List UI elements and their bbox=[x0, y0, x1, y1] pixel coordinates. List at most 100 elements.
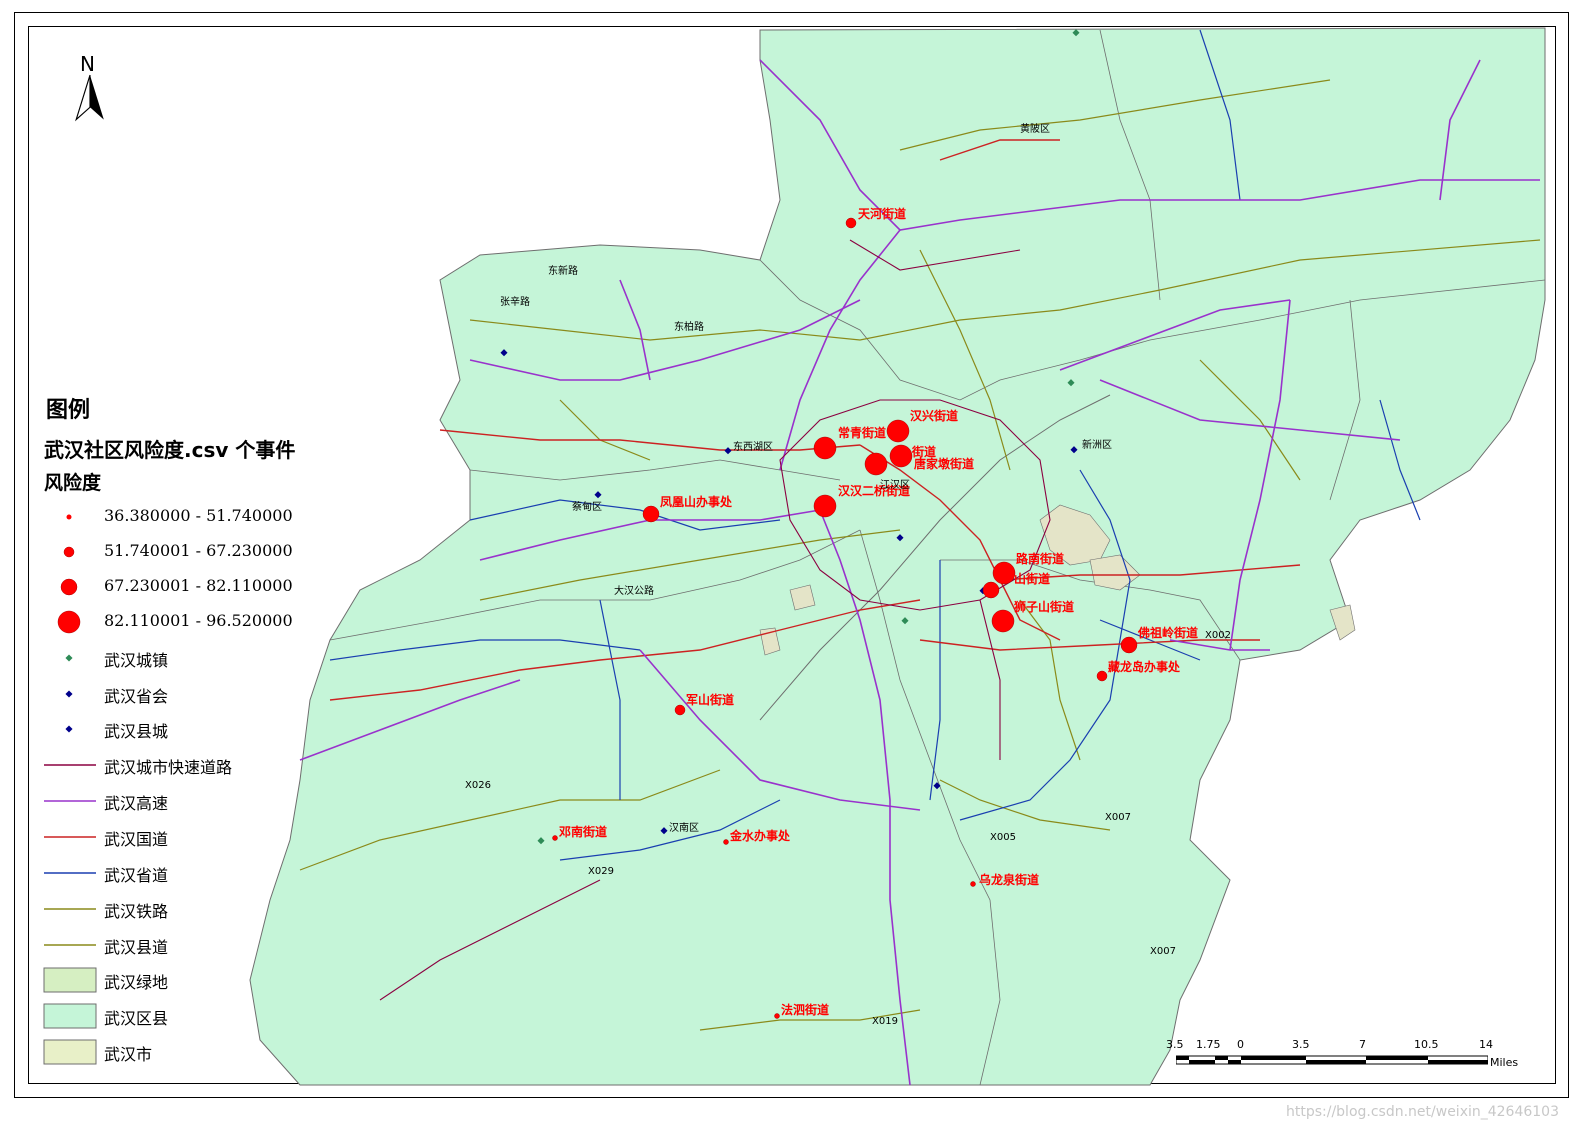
risk-circle-medium-small-icon bbox=[63, 546, 75, 558]
risk-point-changqing bbox=[813, 436, 837, 460]
legend-line-row: 武汉高速 bbox=[40, 786, 340, 816]
legend-line-row: 武汉铁路 bbox=[40, 894, 340, 924]
railways bbox=[299, 79, 1541, 1031]
risk-point-fozuling bbox=[1120, 636, 1138, 654]
expressways bbox=[299, 59, 1540, 1086]
place-label: 邓南街道 bbox=[559, 825, 608, 839]
legend-line-label: 武汉国道 bbox=[104, 830, 169, 849]
lakes bbox=[759, 504, 1356, 656]
scale-tick-label: 3.5 bbox=[1166, 1038, 1184, 1051]
district-area bbox=[249, 27, 1546, 1086]
line-swatch-icon bbox=[44, 836, 96, 838]
legend-class-row: 67.230001 - 82.110000 bbox=[40, 572, 340, 602]
diamond-icon bbox=[65, 690, 73, 698]
watermark: https://blog.csdn.net/weixin_42646103 bbox=[1285, 1104, 1559, 1120]
north-arrow-icon bbox=[75, 74, 104, 122]
line-swatch-icon bbox=[44, 908, 96, 910]
legend-line-row: 武汉城市快速道路 bbox=[40, 750, 340, 780]
road-label: X005 bbox=[990, 832, 1016, 843]
place-label: 街道 bbox=[912, 445, 937, 459]
road-label: X007 bbox=[1105, 812, 1131, 823]
place-label: 常青街道 bbox=[838, 426, 887, 440]
road-label: 江汉区 bbox=[880, 480, 910, 491]
place-label: 山街道 bbox=[1014, 572, 1051, 586]
polygon-swatch-icon bbox=[43, 1003, 97, 1029]
place-label: 藏龙岛办事处 bbox=[1108, 660, 1181, 674]
scale-tick-label: 7 bbox=[1359, 1038, 1366, 1051]
risk-point-jiedao bbox=[889, 444, 913, 468]
road-label: 东西湖区 bbox=[733, 442, 773, 453]
legend-class-row: 36.380000 - 51.740000 bbox=[40, 502, 340, 532]
legend-county-label: 武汉县城 bbox=[104, 722, 169, 741]
road-label: X029 bbox=[588, 866, 614, 877]
scale-tick-label: 0 bbox=[1237, 1038, 1244, 1051]
road-label: 东新路 bbox=[548, 266, 578, 277]
road-label: 大汉公路 bbox=[614, 586, 654, 597]
urban-expressways bbox=[379, 239, 1051, 1001]
place-label: 乌龙泉街道 bbox=[979, 873, 1040, 887]
road-label: X007 bbox=[1150, 946, 1176, 957]
polygon-swatch-icon bbox=[43, 967, 97, 993]
place-label: 唐家墩街道 bbox=[914, 457, 975, 471]
place-label: 法泗街道 bbox=[781, 1003, 830, 1017]
place-label: 狮子山街道 bbox=[1014, 600, 1075, 614]
legend-line-row: 武汉县道 bbox=[40, 930, 340, 960]
risk-circle-small-icon bbox=[66, 514, 72, 520]
legend-polygon-label: 武汉绿地 bbox=[104, 973, 169, 992]
legend-class-label: 82.110001 - 96.520000 bbox=[104, 611, 293, 630]
road-label: 蔡甸区 bbox=[572, 502, 602, 513]
risk-point-jinshui bbox=[723, 839, 729, 845]
scale-bar-graphic bbox=[1176, 1055, 1488, 1065]
place-label: 路南街道 bbox=[1016, 552, 1065, 566]
scale-tick-label: 3.5 bbox=[1292, 1038, 1310, 1051]
risk-circle-large-icon bbox=[57, 610, 81, 634]
legend-line-label: 武汉省道 bbox=[104, 866, 169, 885]
legend-polygon-row: 武汉区县 bbox=[40, 1001, 340, 1031]
legend-line-row: 武汉省道 bbox=[40, 858, 340, 888]
legend-line-label: 武汉城市快速道路 bbox=[104, 758, 233, 777]
north-arrow-letter: N bbox=[80, 52, 95, 76]
place-label: 汉兴街道 bbox=[910, 409, 959, 423]
page-frame bbox=[14, 12, 1569, 1098]
river bbox=[759, 394, 1111, 721]
risk-point-canglongdao bbox=[1096, 670, 1108, 682]
line-swatch-icon bbox=[44, 944, 96, 946]
provincial-roads bbox=[329, 29, 1421, 861]
risk-point-fenghuangshan bbox=[642, 505, 660, 523]
risk-point-tangjiadun bbox=[864, 452, 888, 476]
risk-point-wulongquan bbox=[970, 881, 976, 887]
road-label: 新洲区 bbox=[1082, 440, 1112, 451]
diamond-icon bbox=[65, 725, 73, 733]
road-label: 汉南区 bbox=[669, 823, 699, 834]
scale-tick-label: 10.5 bbox=[1414, 1038, 1439, 1051]
legend-county-row: 武汉县城 bbox=[40, 714, 340, 744]
risk-point-junshan bbox=[674, 704, 686, 716]
road-label: X002 bbox=[1205, 630, 1231, 641]
place-label: 汉汉二桥街道 bbox=[838, 484, 911, 498]
road-label: 张辛路 bbox=[500, 297, 530, 308]
national-roads bbox=[329, 139, 1301, 701]
risk-point-lunan bbox=[992, 561, 1016, 585]
road-label: X026 bbox=[465, 780, 491, 791]
legend-polygon-label: 武汉市 bbox=[104, 1045, 153, 1064]
legend-line-label: 武汉县道 bbox=[104, 938, 169, 957]
road-label: X019 bbox=[872, 1016, 898, 1027]
risk-point-shizishan bbox=[991, 609, 1015, 633]
risk-point-fasi bbox=[774, 1013, 780, 1019]
diamond-icon bbox=[65, 654, 73, 662]
line-swatch-icon bbox=[44, 764, 96, 766]
risk-point-erqiao bbox=[813, 494, 837, 518]
legend-line-label: 武汉铁路 bbox=[104, 902, 169, 921]
place-label: 军山街道 bbox=[686, 693, 735, 707]
legend-town-label: 武汉城镇 bbox=[104, 651, 169, 670]
scale-tick-label: 14 bbox=[1479, 1038, 1493, 1051]
place-label: 佛祖岭街道 bbox=[1138, 626, 1199, 640]
legend-class-row: 51.740001 - 67.230000 bbox=[40, 537, 340, 567]
legend-class-row: 82.110001 - 96.520000 bbox=[40, 607, 340, 637]
district-boundaries bbox=[329, 29, 1546, 1086]
legend-capital-label: 武汉省会 bbox=[104, 687, 169, 706]
risk-point-dengnan bbox=[552, 835, 558, 841]
scale-tick-label: 1.75 bbox=[1196, 1038, 1221, 1051]
place-label: 凤凰山办事处 bbox=[660, 495, 733, 509]
